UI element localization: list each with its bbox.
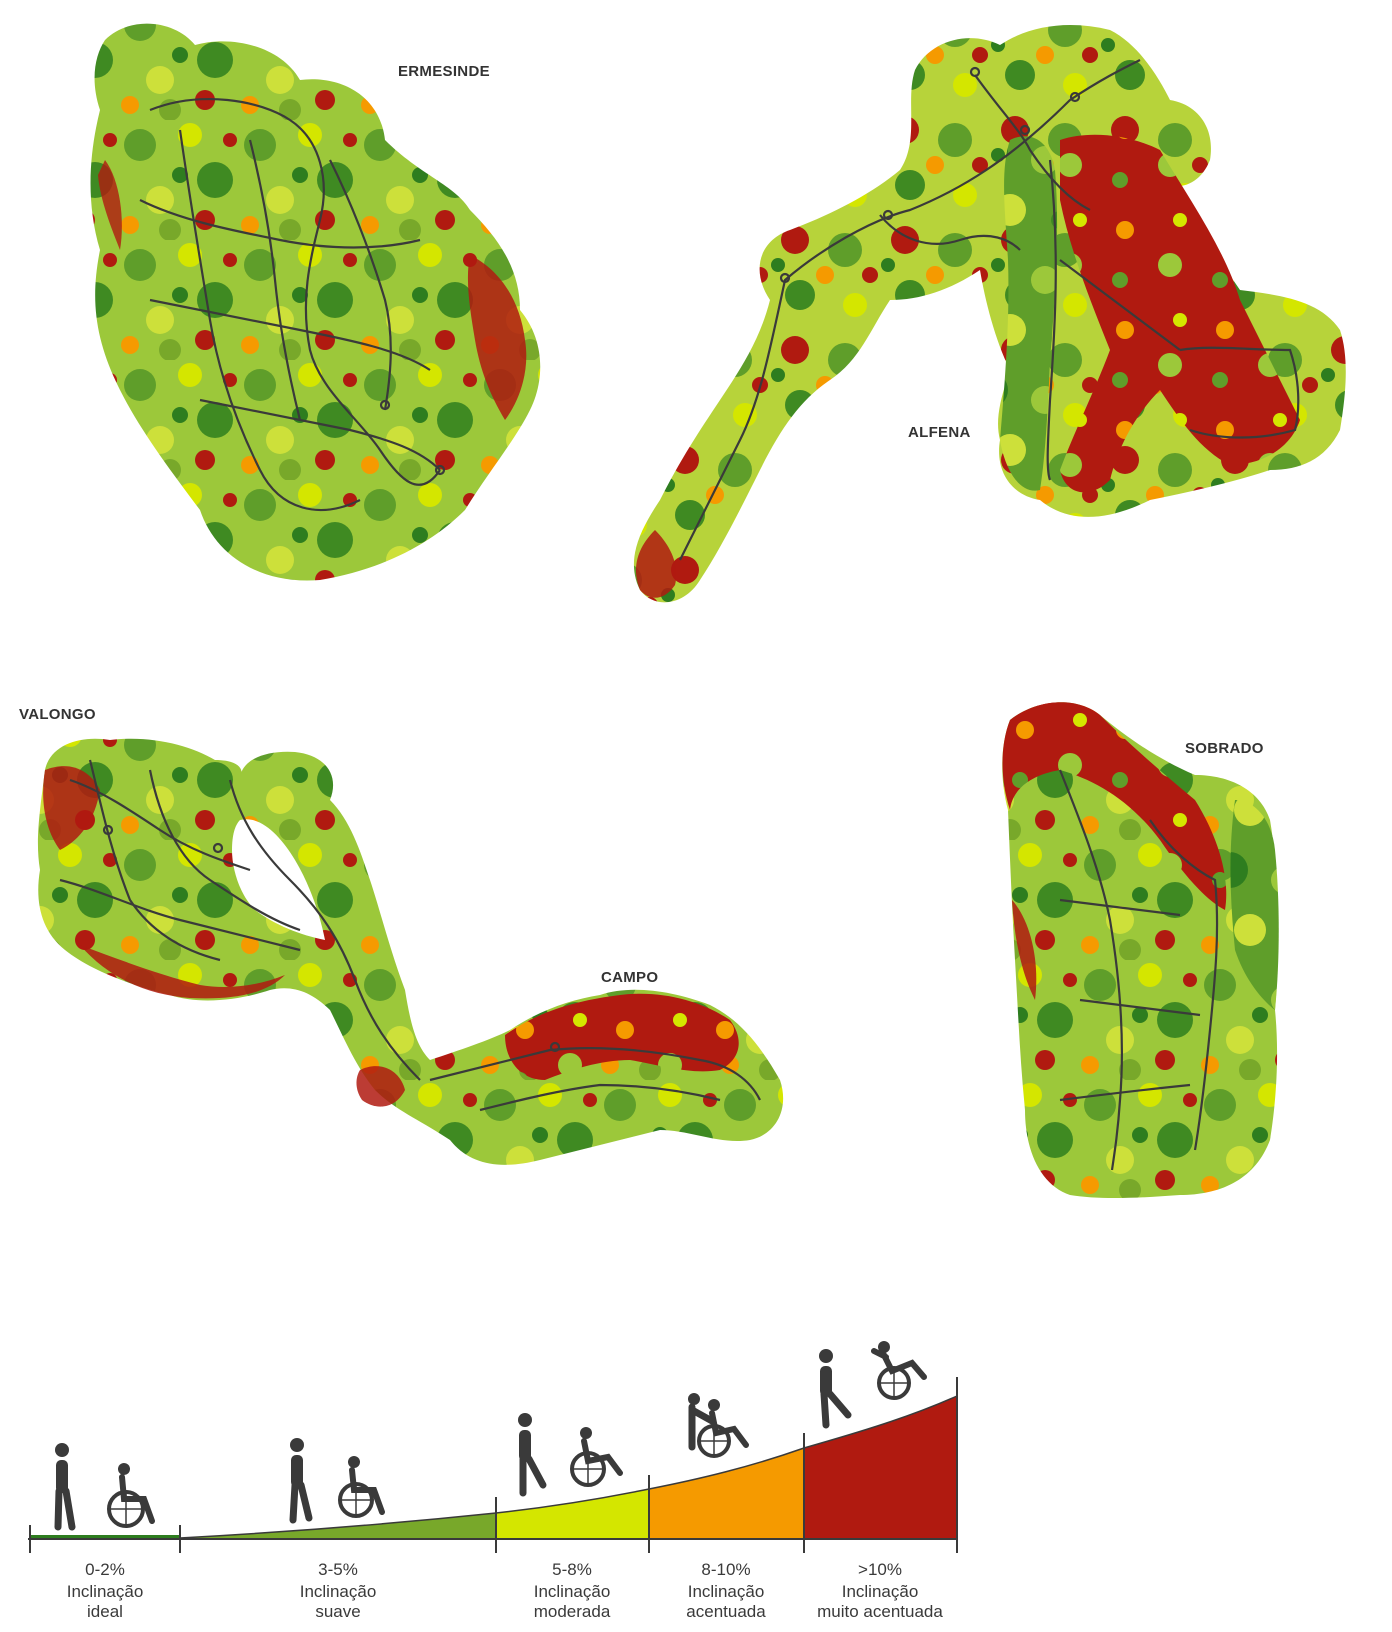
wheelchair-icon — [570, 1427, 623, 1487]
ermesinde-steep-edge-west — [98, 160, 122, 250]
alfena-steep-tip — [635, 530, 677, 598]
ermesinde-area — [90, 23, 541, 581]
legend-title-acentuada: Inclinação — [688, 1582, 765, 1601]
sobrado-steep-north — [1002, 702, 1227, 910]
assisted-wheelchair-icon — [688, 1393, 749, 1458]
pedestrian-icon — [819, 1349, 852, 1429]
region-label-alfena: ALFENA — [908, 424, 971, 441]
legend-ramp-outline — [179, 1395, 958, 1539]
sobrado-green-east — [1230, 800, 1279, 1010]
alfena-street-network — [679, 59, 1300, 561]
campo-steep-zone — [505, 993, 739, 1080]
legend-band-muito-acentuada — [804, 1396, 957, 1539]
ermesinde-slope-surface — [90, 23, 541, 581]
legend-band-ideal — [30, 1535, 180, 1539]
valongo-campo-slope-surface — [37, 738, 784, 1165]
sobrado-street-network — [1058, 769, 1219, 1171]
alfena-area — [633, 25, 1346, 603]
sobrado-area — [1002, 702, 1279, 1199]
legend-range-suave: 3-5% — [318, 1560, 358, 1579]
ermesinde-street-network — [139, 97, 446, 512]
alfena-steep-zone — [1060, 134, 1300, 493]
legend-band-suave — [180, 1513, 496, 1539]
wheelchair-tipping-icon — [871, 1341, 927, 1400]
legend-desc-suave: suave — [315, 1602, 360, 1621]
alfena-green-strip — [1000, 136, 1058, 491]
sobrado-steep-west — [1012, 900, 1037, 1000]
slope-legend: 0-2% Inclinação ideal 3-5% Inclinação su… — [28, 1341, 958, 1621]
region-label-valongo: VALONGO — [19, 706, 96, 723]
legend-desc-ideal: ideal — [87, 1602, 123, 1621]
pedestrian-icon — [289, 1438, 313, 1524]
region-label-sobrado: SOBRADO — [1185, 740, 1264, 757]
wheelchair-icon — [107, 1463, 155, 1528]
valongo-campo-area — [37, 738, 784, 1165]
legend-range-acentuada: 8-10% — [701, 1560, 750, 1579]
legend-title-suave: Inclinação — [300, 1582, 377, 1601]
legend-slope-ramp — [28, 1377, 958, 1553]
legend-range-ideal: 0-2% — [85, 1560, 125, 1579]
legend-range-moderada: 5-8% — [552, 1560, 592, 1579]
legend-desc-acentuada: acentuada — [686, 1602, 766, 1621]
legend-title-moderada: Inclinação — [534, 1582, 611, 1601]
legend-band-moderada — [496, 1489, 649, 1539]
pedestrian-icon — [518, 1413, 547, 1497]
legend-title-ideal: Inclinação — [67, 1582, 144, 1601]
legend-band-acentuada — [649, 1448, 804, 1539]
valongo-steep-south — [80, 945, 285, 999]
valongo-campo-street-network — [59, 759, 761, 1112]
legend-labels: 0-2% Inclinação ideal 3-5% Inclinação su… — [67, 1560, 944, 1621]
campo-steep-neck — [356, 1066, 405, 1107]
wheelchair-icon — [338, 1456, 385, 1518]
legend-range-muito-acentuada: >10% — [858, 1560, 902, 1579]
legend-title-muito-acentuada: Inclinação — [842, 1582, 919, 1601]
legend-ticks — [29, 1377, 958, 1553]
legend-desc-muito-acentuada: muito acentuada — [817, 1602, 943, 1621]
region-label-ermesinde: ERMESINDE — [398, 63, 490, 80]
legend-desc-moderada: moderada — [534, 1602, 611, 1621]
pedestrian-icon — [54, 1443, 76, 1531]
ermesinde-steep-edge — [467, 255, 527, 420]
region-label-campo: CAMPO — [601, 969, 659, 986]
